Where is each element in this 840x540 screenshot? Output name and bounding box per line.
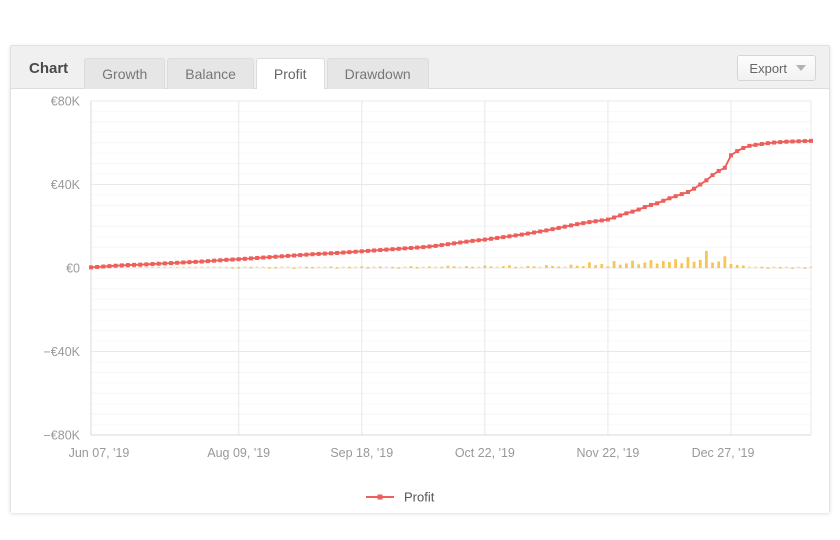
- y-axis-tick-label: €40K: [51, 178, 81, 192]
- tab-growth-label: Growth: [102, 66, 148, 82]
- chart-gridlines: [90, 100, 812, 436]
- y-axis-tick-label: €0: [66, 262, 80, 276]
- x-axis-tick-label: Dec 27, '19: [692, 446, 755, 460]
- tab-balance-label: Balance: [185, 66, 236, 82]
- chart-bar-series: [89, 250, 813, 269]
- chevron-down-icon: [796, 65, 806, 71]
- y-axis-tick-label: €80K: [51, 95, 81, 109]
- tab-balance[interactable]: Balance: [167, 58, 254, 89]
- x-axis-tick-label: Aug 09, '19: [207, 446, 270, 460]
- chart-x-axis-labels: Jun 07, '19 Aug 09, '19 Sep 18, '19 Oct 22,…: [69, 446, 755, 460]
- tab-profit-label: Profit: [273, 66, 307, 82]
- chart-tabstrip: Chart Growth Balance Profit Drawdown Exp…: [11, 46, 829, 90]
- page-title: Chart: [29, 60, 69, 77]
- profit-chart-svg: €80K €40K €0 −€40K −€80K Jun 07, '19 Aug 09, …: [44, 95, 813, 505]
- chart-y-axis-labels: €80K €40K €0 −€40K −€80K: [44, 95, 81, 443]
- export-container: Export: [737, 55, 829, 88]
- tab-drawdown[interactable]: Drawdown: [326, 58, 429, 89]
- export-button[interactable]: Export: [737, 55, 816, 81]
- legend-label-profit: Profit: [404, 490, 435, 505]
- chart-line-markers: [89, 138, 813, 270]
- chart-plot-region[interactable]: €80K €40K €0 −€40K −€80K Jun 07, '19 Aug 09, …: [11, 89, 829, 513]
- x-axis-tick-label: Oct 22, '19: [455, 446, 515, 460]
- tab-drawdown-label: Drawdown: [344, 66, 411, 82]
- y-axis-tick-label: −€80K: [44, 429, 81, 443]
- export-button-label: Export: [749, 60, 787, 76]
- x-axis-tick-label: Nov 22, '19: [577, 446, 640, 460]
- y-axis-tick-label: −€40K: [44, 345, 81, 359]
- tab-profit[interactable]: Profit: [255, 58, 325, 90]
- x-axis-tick-label: Sep 18, '19: [330, 446, 393, 460]
- chart-legend[interactable]: Profit: [366, 490, 435, 505]
- chart-line-series: [90, 139, 812, 269]
- chart-card: Chart Growth Balance Profit Drawdown Exp…: [10, 45, 830, 513]
- tab-growth[interactable]: Growth: [84, 58, 166, 89]
- x-axis-tick-label: Jun 07, '19: [69, 446, 130, 460]
